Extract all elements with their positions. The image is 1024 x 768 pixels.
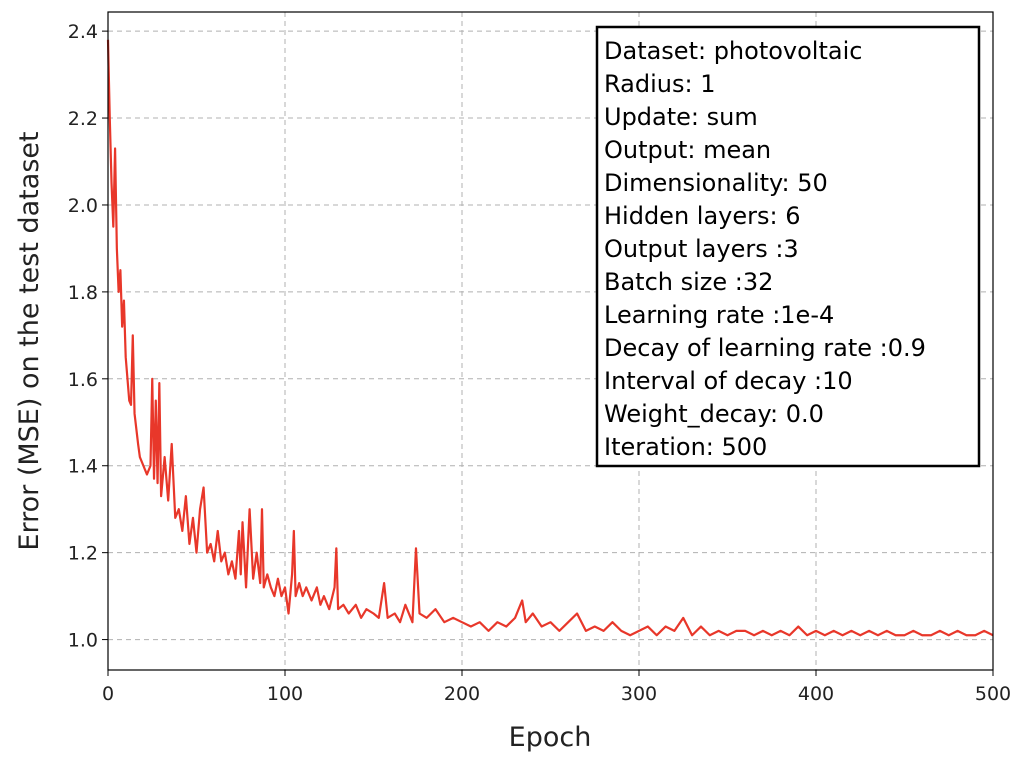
- y-tick-label: 1.8: [68, 282, 98, 304]
- annotation-line: Dimensionality: 50: [604, 169, 828, 197]
- annotation-line: Update: sum: [604, 103, 758, 131]
- annotation-line: Radius: 1: [604, 70, 715, 98]
- x-tick-label: 300: [621, 683, 657, 705]
- x-tick-label: 0: [102, 683, 114, 705]
- x-tick-label: 100: [267, 683, 303, 705]
- annotation-line: Dataset: photovoltaic: [604, 37, 862, 65]
- x-axis-label: Epoch: [509, 722, 592, 753]
- y-axis-label: Error (MSE) on the test dataset: [14, 131, 45, 550]
- y-tick-label: 1.4: [68, 456, 98, 478]
- annotation-line: Weight_decay: 0.0: [604, 400, 824, 428]
- annotation-line: Decay of learning rate :0.9: [604, 334, 926, 362]
- x-tick-label: 500: [975, 683, 1011, 705]
- plot-frame: [107, 11, 994, 671]
- annotation-line: Interval of decay :10: [604, 367, 853, 395]
- y-tick-label: 2.2: [68, 108, 98, 130]
- line-series: [106, 39, 994, 637]
- y-tick-label: 2.0: [68, 195, 98, 217]
- annotation-line: Hidden layers: 6: [604, 202, 801, 230]
- annotation-line: Output: mean: [604, 136, 771, 164]
- y-tick-label: 2.4: [68, 21, 98, 43]
- annotation-line: Output layers :3: [604, 235, 799, 263]
- annotation-line: Batch size :32: [604, 268, 773, 296]
- x-tick-label: 200: [444, 683, 480, 705]
- y-tick-label: 1.6: [68, 369, 98, 391]
- annotation-line: Learning rate :1e-4: [604, 301, 834, 329]
- y-tick-label: 1.2: [68, 543, 98, 565]
- annotation-line: Iteration: 500: [604, 433, 767, 461]
- x-tick-label: 400: [798, 683, 834, 705]
- y-tick-label: 1.0: [68, 630, 98, 652]
- annotation-box: [595, 25, 981, 468]
